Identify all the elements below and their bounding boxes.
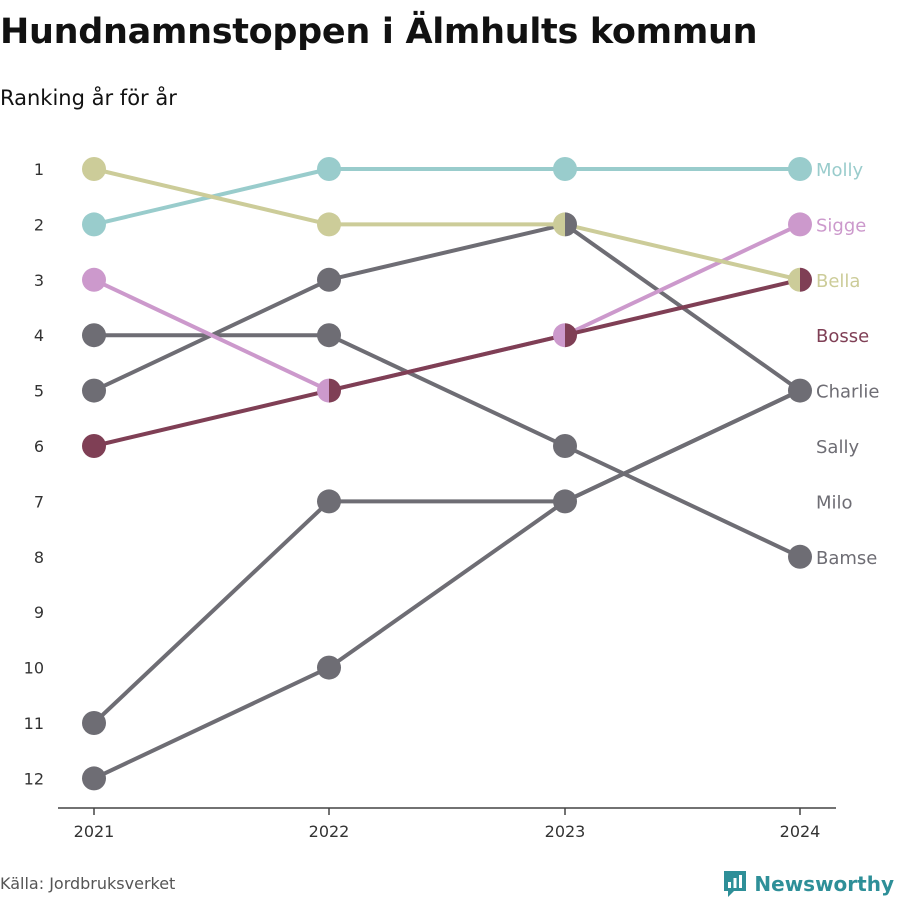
y-tick-label: 11 [24,714,44,733]
data-point-half-left [788,267,800,292]
data-point-half-left [553,323,565,348]
series-labels: Molly Sigge Bella Bosse Charlie Sally Milo Bams… [816,160,879,569]
x-tick-label: 2023 [545,822,586,841]
y-tick-label: 9 [34,603,44,622]
y-tick-label: 6 [34,437,44,456]
series-label-bella: Bella [816,271,860,292]
data-point [82,157,106,181]
data-point-half-left [553,212,565,237]
data-point [553,157,577,181]
data-point-half-right [565,212,577,237]
chart-title: Hundnamnstoppen i Älmhults kommun [0,12,758,52]
data-point-half-right [565,323,577,348]
data-point-half-left [317,378,329,403]
y-tick-label: 8 [34,548,44,567]
data-point [317,157,341,181]
data-point [788,212,812,237]
series-line-bosse [92,277,802,448]
data-point [82,711,106,735]
data-point [82,323,106,348]
series-label-milo: Milo [816,492,853,513]
data-point [82,378,106,403]
chart-subtitle: Ranking år för år [0,86,177,110]
data-point [82,267,106,292]
series-label-bamse: Bamse [816,548,877,569]
data-point [82,766,106,791]
series-line-charlie [92,222,802,393]
y-tick-label: 1 [34,160,44,179]
data-point [553,434,577,458]
series-points [82,157,813,791]
series-line-bamse [92,333,802,559]
data-point [82,434,106,458]
series-label-charlie: Charlie [816,382,879,403]
brand-name: Newsworthy [754,872,894,896]
source-note: Källa: Jordbruksverket [0,874,176,893]
data-point [317,655,341,680]
data-point [317,323,341,348]
data-point [317,267,341,292]
data-point-half-right [329,378,341,403]
series-label-sally: Sally [816,437,859,458]
y-tick-label: 2 [34,215,44,234]
y-tick-label: 12 [24,769,44,788]
series-label-sigge: Sigge [816,215,866,236]
x-tick-label: 2021 [74,822,115,841]
data-point [788,157,812,181]
series-label-bosse: Bosse [816,326,869,347]
data-point [788,378,812,403]
series-line-sigge [92,222,802,393]
data-point [317,212,341,237]
y-tick-label: 4 [34,326,44,345]
series-label-molly: Molly [816,160,864,181]
y-tick-label: 7 [34,492,44,511]
data-point [788,544,812,569]
series-line-bella [92,167,802,282]
data-point [82,212,106,237]
series-line-milo [92,388,802,781]
data-point [317,489,341,514]
y-tick-label: 5 [34,382,44,401]
series-lines [92,167,802,781]
x-tick-label: 2022 [309,822,350,841]
series-line-molly [92,167,802,227]
x-tick-label: 2024 [780,822,821,841]
newsworthy-icon [724,871,747,897]
y-tick-label: 10 [24,659,44,678]
data-point-half-right [800,267,813,292]
newsworthy-logo[interactable]: Newsworthy [722,869,894,899]
data-point [553,489,577,514]
y-tick-label: 3 [34,271,44,290]
